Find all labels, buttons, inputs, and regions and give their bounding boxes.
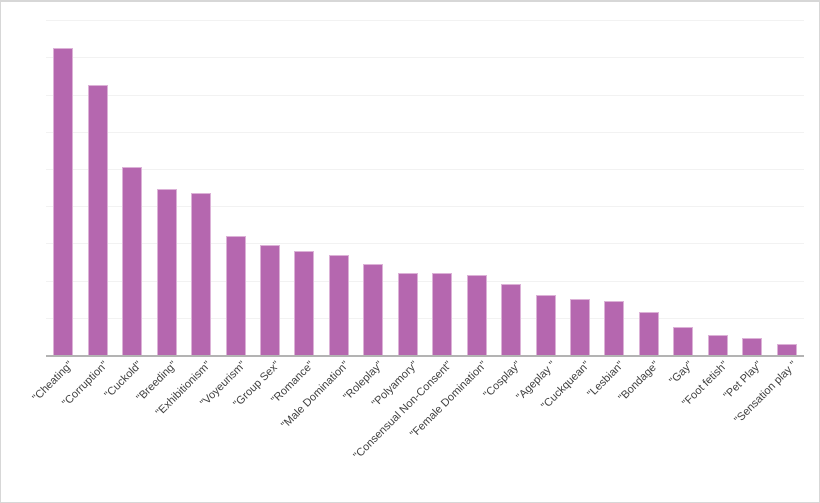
- bar: [328, 255, 349, 355]
- bar: [259, 245, 280, 355]
- bar: [122, 167, 143, 355]
- gridline: [46, 132, 804, 133]
- gridline: [46, 169, 804, 170]
- bar: [570, 299, 590, 355]
- bar: [87, 85, 108, 355]
- bar: [53, 48, 74, 355]
- bar: [294, 251, 315, 355]
- bar: [638, 312, 659, 355]
- bar: [604, 301, 625, 355]
- x-axis-line: [46, 355, 804, 357]
- bar: [225, 236, 246, 355]
- bar: [535, 295, 556, 355]
- bar: [742, 338, 763, 355]
- gridline: [46, 57, 804, 58]
- bar: [707, 335, 728, 355]
- gridline: [46, 95, 804, 96]
- bar: [432, 273, 453, 355]
- gridline: [46, 318, 804, 319]
- bar: [466, 275, 487, 355]
- gridline: [46, 206, 804, 207]
- bar: [501, 284, 522, 355]
- bar: [776, 344, 797, 355]
- bar: [191, 193, 211, 355]
- bar: [397, 273, 418, 355]
- bar: [363, 264, 384, 355]
- bar: [156, 189, 177, 355]
- gridline: [46, 243, 804, 244]
- bar: [673, 327, 694, 355]
- gridline: [46, 20, 804, 21]
- gridline: [46, 281, 804, 282]
